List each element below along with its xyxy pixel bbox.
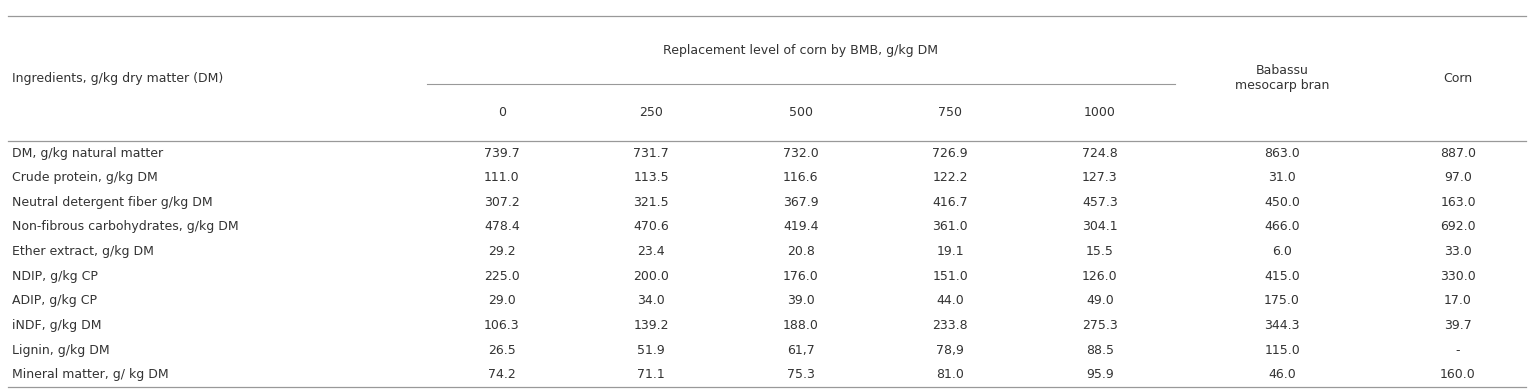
Text: -: - (1456, 344, 1461, 357)
Text: Replacement level of corn by BMB, g/kg DM: Replacement level of corn by BMB, g/kg D… (663, 43, 939, 57)
Text: NDIP, g/kg CP: NDIP, g/kg CP (12, 270, 98, 283)
Text: Lignin, g/kg DM: Lignin, g/kg DM (12, 344, 110, 357)
Text: 113.5: 113.5 (634, 171, 669, 184)
Text: 15.5: 15.5 (1085, 245, 1113, 258)
Text: 44.0: 44.0 (937, 294, 965, 307)
Text: 75.3: 75.3 (787, 368, 814, 381)
Text: Babassu
mesocarp bran: Babassu mesocarp bran (1236, 64, 1329, 92)
Text: 175.0: 175.0 (1265, 294, 1300, 307)
Text: Crude protein, g/kg DM: Crude protein, g/kg DM (12, 171, 158, 184)
Text: Ether extract, g/kg DM: Ether extract, g/kg DM (12, 245, 155, 258)
Text: 200.0: 200.0 (634, 270, 669, 283)
Text: 116.6: 116.6 (782, 171, 819, 184)
Text: ADIP, g/kg CP: ADIP, g/kg CP (12, 294, 98, 307)
Text: 95.9: 95.9 (1085, 368, 1113, 381)
Text: 275.3: 275.3 (1082, 319, 1118, 332)
Text: 863.0: 863.0 (1265, 147, 1300, 160)
Text: 49.0: 49.0 (1085, 294, 1113, 307)
Text: 250: 250 (640, 106, 663, 119)
Text: 344.3: 344.3 (1265, 319, 1300, 332)
Text: 39.0: 39.0 (787, 294, 814, 307)
Text: 111.0: 111.0 (484, 171, 519, 184)
Text: 20.8: 20.8 (787, 245, 814, 258)
Text: 26.5: 26.5 (488, 344, 516, 357)
Text: 739.7: 739.7 (484, 147, 519, 160)
Text: 457.3: 457.3 (1082, 196, 1118, 209)
Text: 151.0: 151.0 (932, 270, 968, 283)
Text: 500: 500 (788, 106, 813, 119)
Text: 81.0: 81.0 (937, 368, 965, 381)
Text: 416.7: 416.7 (932, 196, 968, 209)
Text: 6.0: 6.0 (1272, 245, 1292, 258)
Text: 51.9: 51.9 (637, 344, 664, 357)
Text: 29.2: 29.2 (488, 245, 516, 258)
Text: Mineral matter, g/ kg DM: Mineral matter, g/ kg DM (12, 368, 168, 381)
Text: 139.2: 139.2 (634, 319, 669, 332)
Text: 750: 750 (939, 106, 963, 119)
Text: 29.0: 29.0 (488, 294, 516, 307)
Text: 470.6: 470.6 (634, 221, 669, 233)
Text: 160.0: 160.0 (1441, 368, 1476, 381)
Text: 34.0: 34.0 (637, 294, 664, 307)
Text: Non-fibrous carbohydrates, g/kg DM: Non-fibrous carbohydrates, g/kg DM (12, 221, 239, 233)
Text: 415.0: 415.0 (1265, 270, 1300, 283)
Text: 17.0: 17.0 (1444, 294, 1471, 307)
Text: 419.4: 419.4 (782, 221, 819, 233)
Text: 74.2: 74.2 (488, 368, 516, 381)
Text: 163.0: 163.0 (1441, 196, 1476, 209)
Text: 176.0: 176.0 (782, 270, 819, 283)
Text: 726.9: 726.9 (932, 147, 968, 160)
Text: 361.0: 361.0 (932, 221, 968, 233)
Text: 39.7: 39.7 (1444, 319, 1471, 332)
Text: 19.1: 19.1 (937, 245, 965, 258)
Text: 225.0: 225.0 (484, 270, 519, 283)
Text: 188.0: 188.0 (782, 319, 819, 332)
Text: 122.2: 122.2 (932, 171, 968, 184)
Text: 33.0: 33.0 (1444, 245, 1471, 258)
Text: iNDF, g/kg DM: iNDF, g/kg DM (12, 319, 101, 332)
Text: 233.8: 233.8 (932, 319, 968, 332)
Text: 88.5: 88.5 (1085, 344, 1113, 357)
Text: 127.3: 127.3 (1082, 171, 1118, 184)
Text: 71.1: 71.1 (637, 368, 664, 381)
Text: DM, g/kg natural matter: DM, g/kg natural matter (12, 147, 164, 160)
Text: Neutral detergent fiber g/kg DM: Neutral detergent fiber g/kg DM (12, 196, 213, 209)
Text: 724.8: 724.8 (1082, 147, 1118, 160)
Text: 78,9: 78,9 (937, 344, 965, 357)
Text: 97.0: 97.0 (1444, 171, 1471, 184)
Text: 731.7: 731.7 (634, 147, 669, 160)
Text: 478.4: 478.4 (484, 221, 519, 233)
Text: 106.3: 106.3 (484, 319, 519, 332)
Text: Ingredients, g/kg dry matter (DM): Ingredients, g/kg dry matter (DM) (12, 72, 224, 85)
Text: Corn: Corn (1444, 72, 1473, 85)
Text: 330.0: 330.0 (1441, 270, 1476, 283)
Text: 304.1: 304.1 (1082, 221, 1118, 233)
Text: 115.0: 115.0 (1265, 344, 1300, 357)
Text: 466.0: 466.0 (1265, 221, 1300, 233)
Text: 61,7: 61,7 (787, 344, 814, 357)
Text: 46.0: 46.0 (1268, 368, 1295, 381)
Text: 887.0: 887.0 (1441, 147, 1476, 160)
Text: 367.9: 367.9 (782, 196, 819, 209)
Text: 23.4: 23.4 (637, 245, 664, 258)
Text: 31.0: 31.0 (1268, 171, 1295, 184)
Text: 692.0: 692.0 (1441, 221, 1476, 233)
Text: 0: 0 (498, 106, 505, 119)
Text: 1000: 1000 (1084, 106, 1116, 119)
Text: 450.0: 450.0 (1265, 196, 1300, 209)
Text: 732.0: 732.0 (782, 147, 819, 160)
Text: 321.5: 321.5 (634, 196, 669, 209)
Text: 307.2: 307.2 (484, 196, 519, 209)
Text: 126.0: 126.0 (1082, 270, 1118, 283)
